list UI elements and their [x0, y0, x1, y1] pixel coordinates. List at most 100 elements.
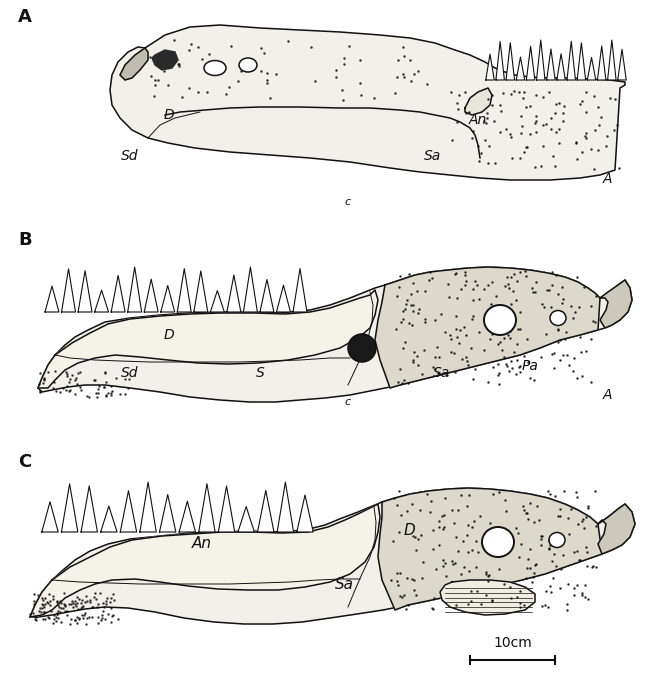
- Point: [404, 54, 415, 65]
- Point: [115, 389, 125, 399]
- Point: [80, 596, 90, 607]
- Point: [593, 119, 604, 130]
- Point: [32, 590, 43, 601]
- Point: [224, 81, 234, 92]
- Point: [590, 486, 601, 497]
- Point: [29, 611, 40, 622]
- Point: [463, 598, 474, 609]
- Point: [462, 529, 472, 540]
- Point: [430, 315, 441, 326]
- Point: [500, 281, 510, 292]
- Point: [528, 516, 539, 527]
- Point: [452, 98, 462, 109]
- Point: [454, 338, 464, 349]
- Point: [153, 74, 163, 85]
- Point: [553, 324, 564, 335]
- Point: [25, 608, 35, 619]
- Point: [513, 528, 523, 539]
- Point: [582, 594, 593, 605]
- Point: [442, 369, 452, 380]
- Point: [122, 382, 133, 393]
- Point: [408, 531, 419, 542]
- Point: [107, 386, 118, 397]
- Point: [338, 94, 348, 105]
- Point: [536, 352, 546, 363]
- Point: [120, 389, 130, 399]
- Point: [530, 560, 540, 571]
- Point: [37, 592, 47, 603]
- Polygon shape: [218, 486, 235, 532]
- Point: [419, 345, 429, 356]
- Polygon shape: [260, 280, 274, 312]
- Point: [493, 367, 504, 378]
- Point: [502, 361, 512, 372]
- Polygon shape: [110, 25, 625, 180]
- Polygon shape: [152, 50, 178, 70]
- Point: [51, 609, 62, 620]
- Point: [259, 47, 270, 58]
- Polygon shape: [161, 286, 175, 312]
- Point: [488, 489, 499, 500]
- Point: [580, 592, 590, 603]
- Text: A: A: [603, 172, 612, 186]
- Point: [58, 602, 68, 613]
- Polygon shape: [177, 269, 191, 312]
- Point: [413, 534, 423, 544]
- Point: [407, 499, 417, 510]
- Point: [331, 71, 341, 82]
- Point: [168, 35, 179, 46]
- Point: [39, 373, 49, 384]
- Point: [452, 546, 463, 557]
- Point: [612, 120, 622, 131]
- Point: [52, 596, 62, 607]
- Point: [88, 601, 98, 612]
- Point: [397, 343, 408, 354]
- Point: [482, 158, 493, 169]
- Point: [552, 324, 563, 334]
- Point: [29, 589, 40, 600]
- Point: [521, 573, 531, 584]
- Point: [489, 157, 500, 168]
- Point: [428, 592, 439, 603]
- Point: [485, 333, 495, 344]
- Point: [102, 592, 112, 603]
- Point: [145, 51, 155, 62]
- Point: [48, 377, 58, 388]
- Point: [550, 108, 560, 119]
- Point: [518, 500, 528, 511]
- Text: An: An: [192, 536, 211, 551]
- Point: [98, 381, 109, 392]
- Point: [40, 598, 50, 609]
- Point: [525, 563, 535, 574]
- Point: [572, 373, 582, 384]
- Point: [554, 137, 565, 148]
- Point: [409, 584, 419, 595]
- Point: [536, 161, 546, 172]
- Point: [543, 285, 554, 296]
- Polygon shape: [211, 291, 224, 312]
- Point: [99, 382, 109, 393]
- Point: [62, 371, 72, 382]
- Polygon shape: [440, 580, 535, 615]
- Point: [530, 276, 541, 287]
- Point: [523, 514, 533, 525]
- Point: [519, 600, 529, 611]
- Point: [545, 112, 556, 123]
- Point: [472, 280, 482, 291]
- Point: [505, 326, 515, 337]
- Point: [417, 369, 427, 380]
- Point: [441, 570, 451, 581]
- Polygon shape: [199, 484, 215, 532]
- Point: [262, 67, 272, 78]
- Point: [60, 601, 70, 611]
- Point: [571, 486, 582, 497]
- Point: [543, 544, 554, 555]
- Point: [558, 350, 569, 360]
- Point: [460, 87, 470, 98]
- Point: [525, 498, 535, 509]
- Point: [47, 618, 58, 629]
- Point: [402, 505, 413, 516]
- Point: [555, 355, 566, 366]
- Point: [552, 289, 563, 300]
- Point: [480, 566, 491, 577]
